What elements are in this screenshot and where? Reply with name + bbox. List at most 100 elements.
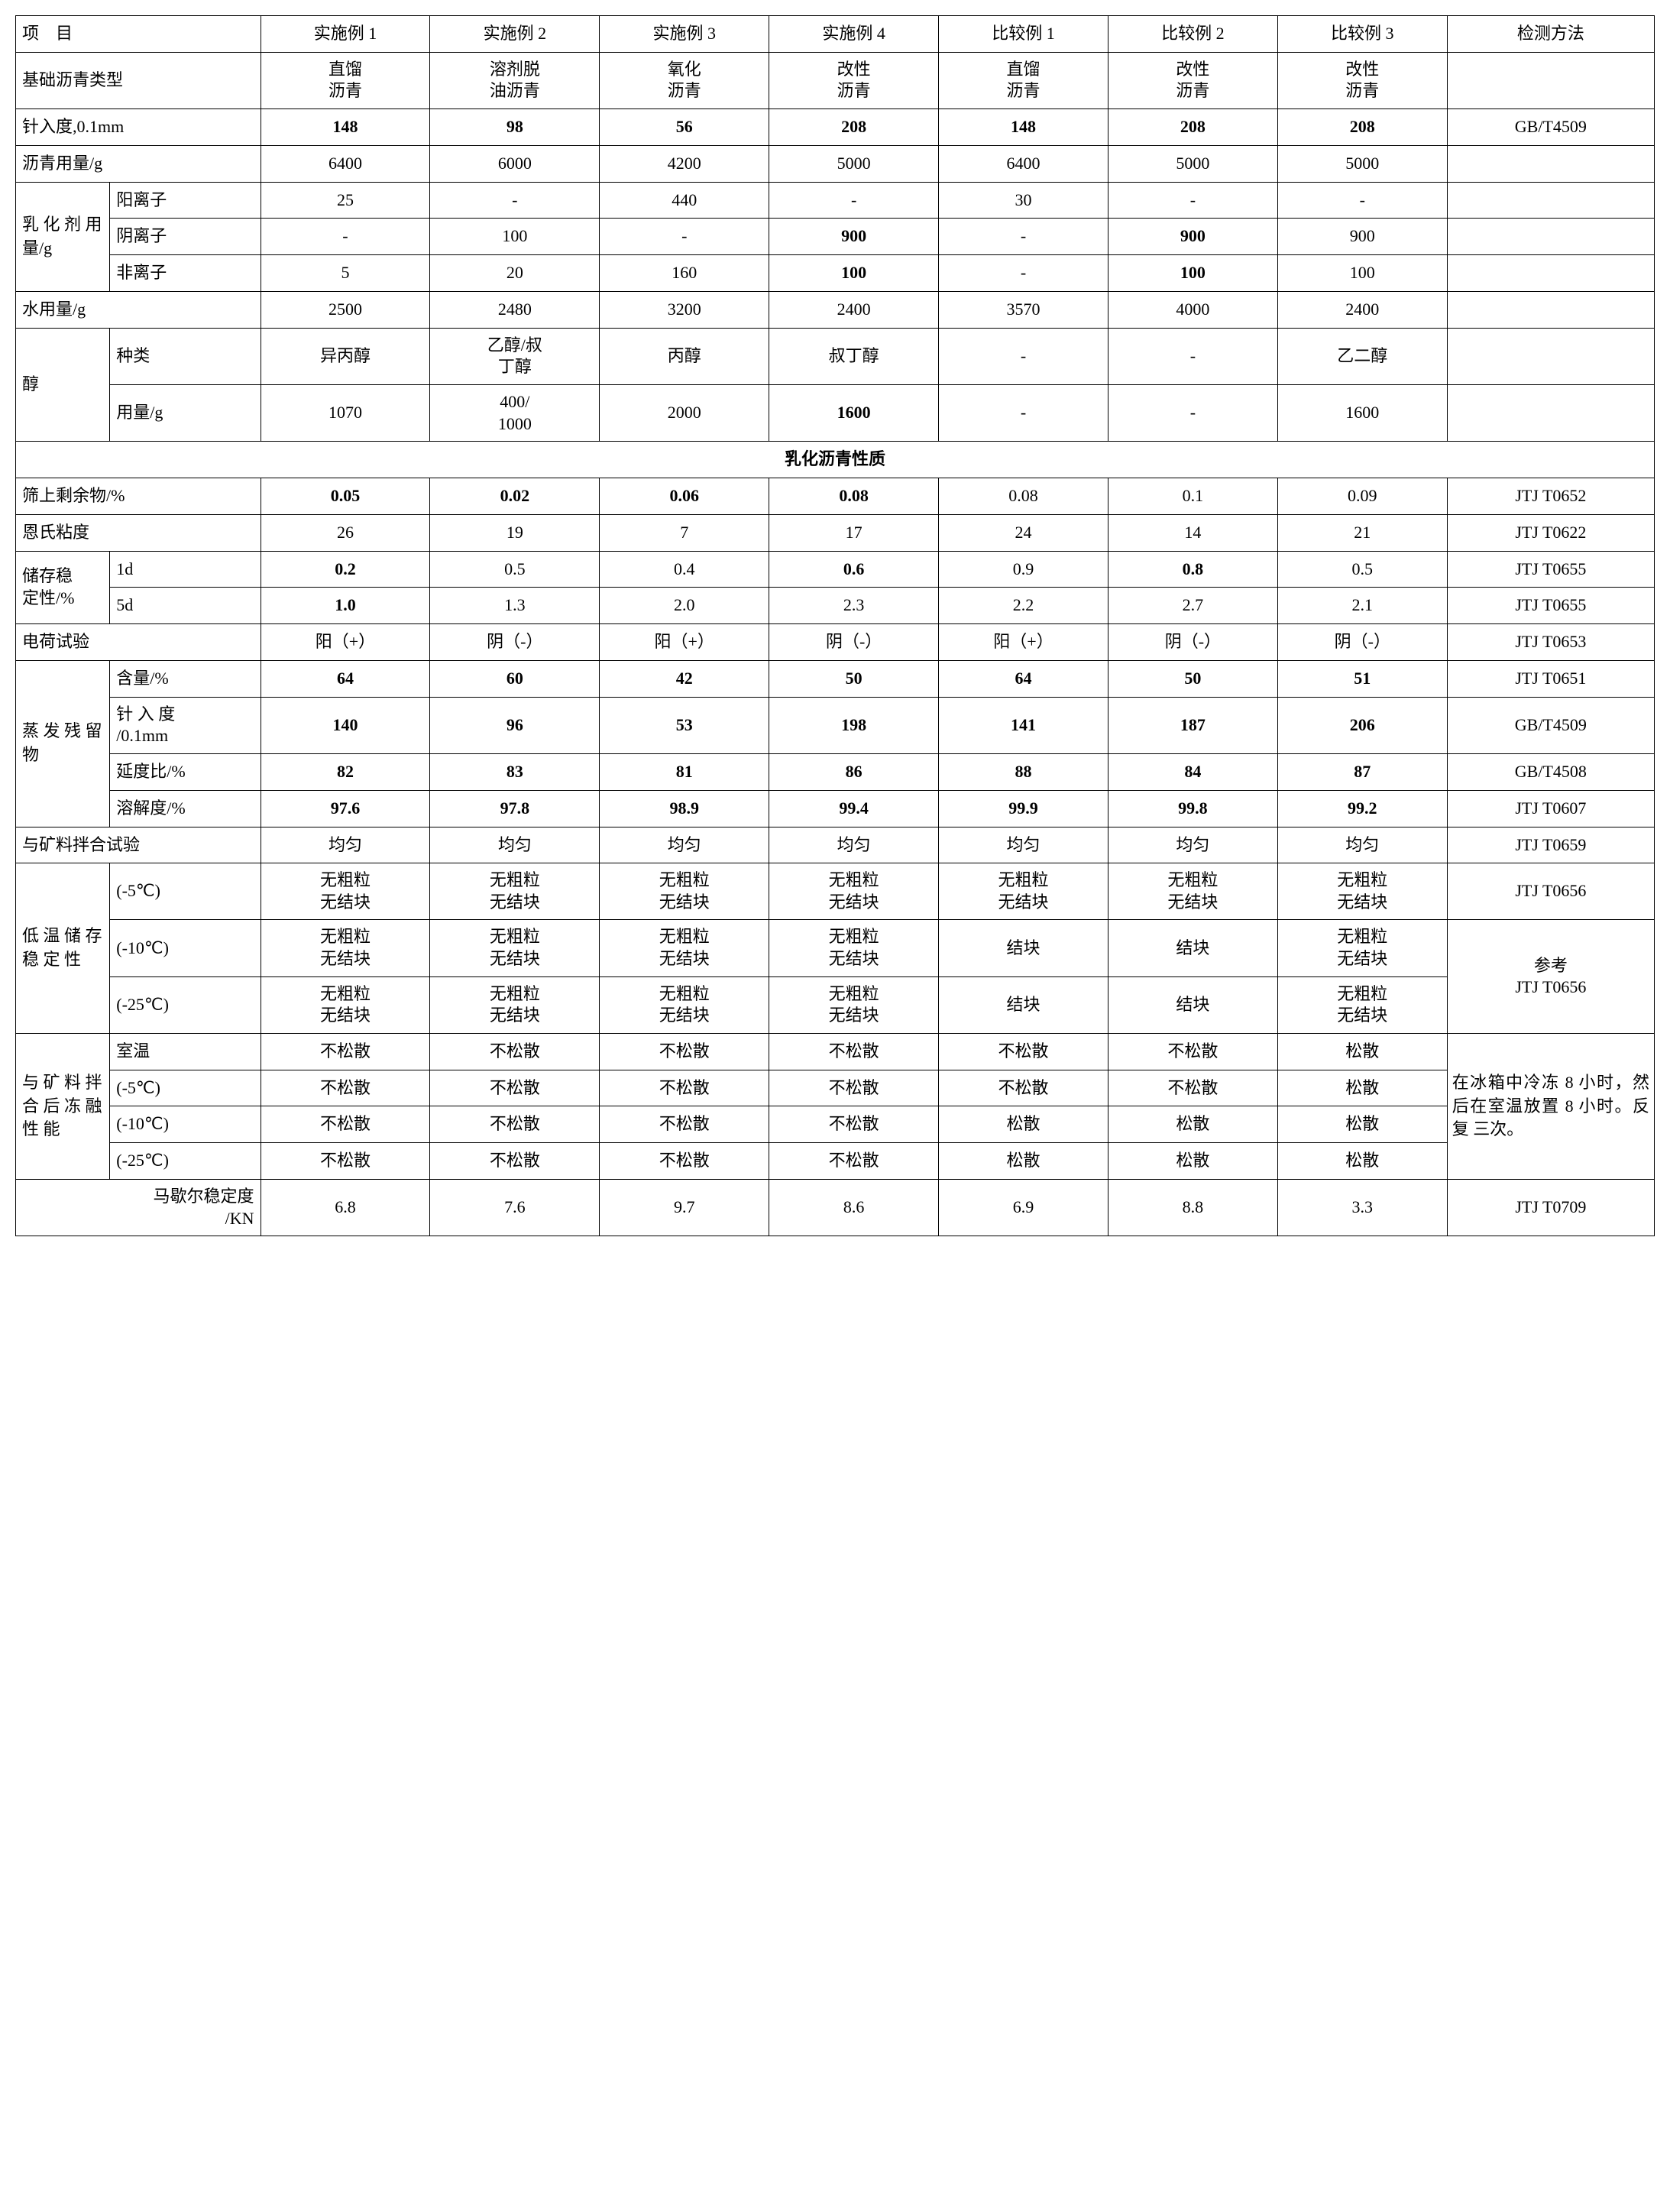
freeze-5-label: (-5℃): [110, 1070, 261, 1106]
penetration-row: 针入度,0.1mm 148 98 56 208 148 208 208 GB/T…: [16, 108, 1655, 145]
cell: 19: [430, 514, 600, 551]
cell: 2.2: [939, 588, 1108, 624]
cell: 99.4: [769, 790, 939, 827]
cell: 溶剂脱油沥青: [430, 52, 600, 108]
cell: 不松散: [261, 1070, 430, 1106]
asphalt-amount-row: 沥青用量/g 6400 6000 4200 5000 6400 5000 500…: [16, 145, 1655, 182]
cell: 8.8: [1108, 1180, 1277, 1236]
cell: [1447, 291, 1654, 328]
section-header: 乳化沥青性质: [16, 442, 1655, 478]
cell: JTJ T0607: [1447, 790, 1654, 827]
cell: 17: [769, 514, 939, 551]
cell: 0.2: [261, 551, 430, 588]
cell: [1447, 255, 1654, 292]
freeze-10-row: (-10℃) 不松散 不松散 不松散 不松散 松散 松散 松散: [16, 1106, 1655, 1143]
header-ex1: 实施例 1: [261, 16, 430, 53]
cell: 26: [261, 514, 430, 551]
cell: 结块: [939, 976, 1108, 1033]
cell: 丙醇: [600, 328, 769, 384]
cell: 187: [1108, 697, 1277, 753]
cell: 2400: [1277, 291, 1447, 328]
cell: 98: [430, 108, 600, 145]
cell: 208: [1108, 108, 1277, 145]
low-temp-10-row: (-10℃) 无粗粒无结块 无粗粒无结块 无粗粒无结块 无粗粒无结块 结块 结块…: [16, 920, 1655, 976]
cell: 不松散: [600, 1070, 769, 1106]
cell: 42: [600, 660, 769, 697]
cell: 2.3: [769, 588, 939, 624]
cell: 异丙醇: [261, 328, 430, 384]
header-cmp2: 比较例 2: [1108, 16, 1277, 53]
cell: 无粗粒无结块: [261, 976, 430, 1033]
cell: 0.5: [430, 551, 600, 588]
cell: 6000: [430, 145, 600, 182]
cell: 阴（-）: [769, 624, 939, 661]
charge-label: 电荷试验: [16, 624, 261, 661]
cell: 均匀: [939, 827, 1108, 863]
storage-1d-label: 1d: [110, 551, 261, 588]
cell: 不松散: [261, 1106, 430, 1143]
low-temp-25-label: (-25℃): [110, 976, 261, 1033]
alcohol-amount-row: 用量/g 1070 400/1000 2000 1600 - - 1600: [16, 384, 1655, 441]
freeze-25-label: (-25℃): [110, 1143, 261, 1180]
cell: 4000: [1108, 291, 1277, 328]
cell: 81: [600, 753, 769, 790]
cell: 阴（-）: [1277, 624, 1447, 661]
cell: 不松散: [600, 1033, 769, 1070]
cell: 乙二醇: [1277, 328, 1447, 384]
alcohol-type-row: 醇 种类 异丙醇 乙醇/叔丁醇 丙醇 叔丁醇 - - 乙二醇: [16, 328, 1655, 384]
cell: 400/1000: [430, 384, 600, 441]
cell: 无粗粒无结块: [1277, 920, 1447, 976]
cell: 无粗粒无结块: [769, 920, 939, 976]
marshall-label: 马歇尔稳定度/KN: [16, 1180, 261, 1236]
evap-solubility-label: 溶解度/%: [110, 790, 261, 827]
cell: 5000: [1108, 145, 1277, 182]
cell: 均匀: [1277, 827, 1447, 863]
cell: 86: [769, 753, 939, 790]
header-cmp1: 比较例 1: [939, 16, 1108, 53]
cell: 6.9: [939, 1180, 1108, 1236]
penetration-label: 针入度,0.1mm: [16, 108, 261, 145]
cell: 无粗粒无结块: [939, 863, 1108, 920]
cell: 50: [769, 660, 939, 697]
low-temp-group-label: 低 温 储 存 稳 定 性: [16, 863, 110, 1034]
freeze-room-label: 室温: [110, 1033, 261, 1070]
cell: 不松散: [769, 1033, 939, 1070]
emulsifier-anion-row: 阴离子 - 100 - 900 - 900 900: [16, 219, 1655, 255]
cell: 无粗粒无结块: [430, 976, 600, 1033]
cell: 7: [600, 514, 769, 551]
cell: 0.09: [1277, 478, 1447, 514]
emulsifier-group-label: 乳 化 剂 用 量/g: [16, 182, 110, 291]
cell: 148: [939, 108, 1108, 145]
cell: 7.6: [430, 1180, 600, 1236]
cell: 2500: [261, 291, 430, 328]
cell: 24: [939, 514, 1108, 551]
cell: 0.9: [939, 551, 1108, 588]
cell: 无粗粒无结块: [769, 976, 939, 1033]
base-asphalt-label: 基础沥青类型: [16, 52, 261, 108]
evap-ductility-label: 延度比/%: [110, 753, 261, 790]
cell: [1447, 145, 1654, 182]
cell: 160: [600, 255, 769, 292]
cell: GB/T4509: [1447, 108, 1654, 145]
cell: 不松散: [1108, 1070, 1277, 1106]
cell: 0.08: [769, 478, 939, 514]
cell: 56: [600, 108, 769, 145]
header-row: 项 目 实施例 1 实施例 2 实施例 3 实施例 4 比较例 1 比较例 2 …: [16, 16, 1655, 53]
cell: 83: [430, 753, 600, 790]
cell: 0.4: [600, 551, 769, 588]
cell: 阳（+）: [939, 624, 1108, 661]
cell: 不松散: [600, 1106, 769, 1143]
cell: 改性沥青: [1277, 52, 1447, 108]
freeze-group-label: 与 矿 料 拌 合 后 冻 融 性 能: [16, 1033, 110, 1179]
cell: 206: [1277, 697, 1447, 753]
cell: [1447, 219, 1654, 255]
freeze-25-row: (-25℃) 不松散 不松散 不松散 不松散 松散 松散 松散: [16, 1143, 1655, 1180]
cell: 不松散: [769, 1070, 939, 1106]
cell: 148: [261, 108, 430, 145]
cell: 98.9: [600, 790, 769, 827]
residue-sieve-row: 筛上剩余物/% 0.05 0.02 0.06 0.08 0.08 0.1 0.0…: [16, 478, 1655, 514]
cell: 64: [939, 660, 1108, 697]
cell: 无粗粒无结块: [261, 863, 430, 920]
cell: 3570: [939, 291, 1108, 328]
cell: 96: [430, 697, 600, 753]
